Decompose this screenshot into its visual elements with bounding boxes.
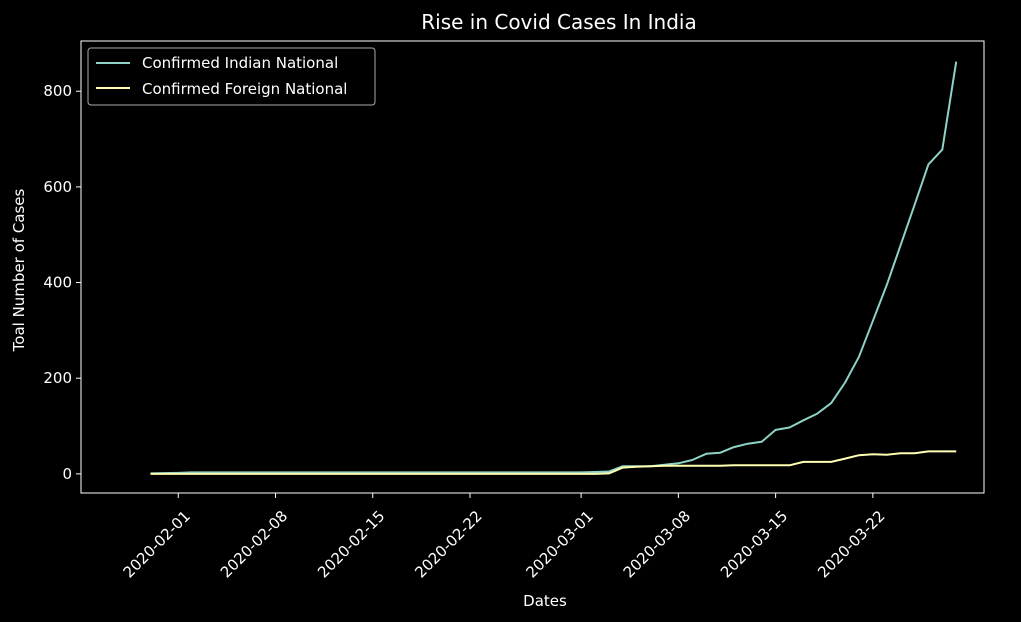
- legend-label-indian-national: Confirmed Indian National: [142, 54, 338, 72]
- y-axis-label: Toal Number of Cases: [10, 188, 28, 352]
- plot-frame: [80, 40, 985, 494]
- y-tick-label: 600: [43, 178, 72, 196]
- y-tick-label: 400: [43, 274, 72, 292]
- y-tick-label: 800: [43, 82, 72, 100]
- y-tick-label: 200: [43, 369, 72, 387]
- series-line-foreign-national: [150, 450, 957, 475]
- legend: Confirmed Indian National Confirmed Fore…: [87, 47, 376, 106]
- legend-box: [87, 47, 376, 106]
- chart-title: Rise in Covid Cases In India: [421, 10, 697, 34]
- y-axis-ticks: 0 200 400 600 800: [43, 82, 81, 483]
- y-tick-label: 0: [62, 465, 72, 483]
- series-layer: [150, 61, 958, 475]
- series-line-indian-national: [150, 61, 958, 475]
- x-axis-label: Dates: [523, 592, 567, 610]
- legend-label-foreign-national: Confirmed Foreign National: [142, 80, 347, 98]
